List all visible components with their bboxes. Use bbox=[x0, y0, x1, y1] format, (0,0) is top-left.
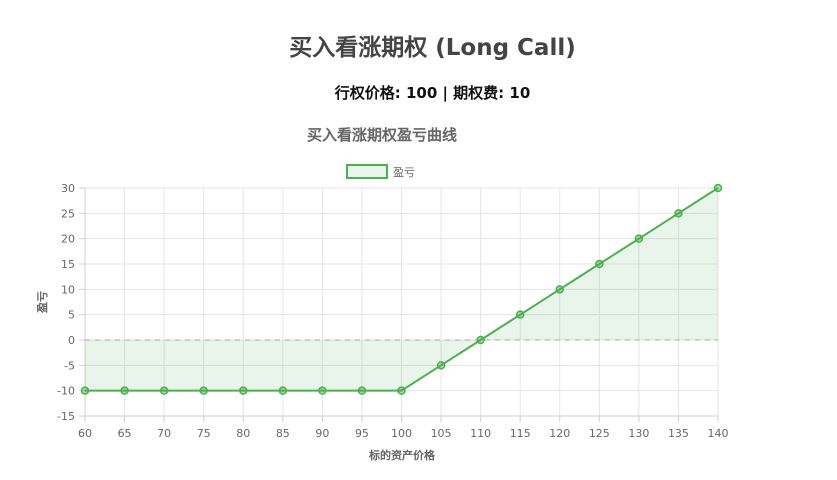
page-title: 买入看涨期权 (Long Call) bbox=[289, 35, 576, 61]
x-tick-label: 115 bbox=[510, 427, 531, 440]
x-tick-label: 110 bbox=[470, 427, 491, 440]
data-point bbox=[159, 386, 169, 395]
x-tick-label: 105 bbox=[431, 427, 452, 440]
chart-title: 买入看涨期权盈亏曲线 bbox=[307, 126, 457, 144]
data-point bbox=[476, 335, 485, 345]
x-tick-label: 140 bbox=[708, 427, 729, 440]
y-tick-label: 30 bbox=[61, 182, 75, 195]
grid bbox=[79, 187, 719, 422]
x-tick-label: 95 bbox=[355, 427, 369, 440]
x-tick-label: 60 bbox=[78, 427, 92, 440]
legend[interactable]: 盈亏 bbox=[346, 164, 415, 179]
data-point bbox=[634, 234, 644, 243]
x-axis-title: 标的资产价格 bbox=[368, 448, 436, 462]
x-tick-label: 70 bbox=[157, 427, 171, 440]
y-tick-label: 0 bbox=[68, 334, 75, 347]
y-tick-label: -5 bbox=[64, 359, 75, 372]
data-point bbox=[436, 361, 446, 370]
y-tick-label: 10 bbox=[61, 283, 75, 296]
data-point bbox=[199, 386, 208, 395]
data-point bbox=[515, 310, 525, 319]
data-point bbox=[595, 259, 604, 269]
y-axis-ticks: -15 -10 -5 0 5 10 15 20 25 30 bbox=[57, 182, 75, 423]
data-point bbox=[555, 285, 564, 294]
y-tick-label: -15 bbox=[57, 410, 75, 423]
y-tick-label: 25 bbox=[61, 207, 75, 220]
y-tick-label: 20 bbox=[61, 233, 75, 246]
data-point bbox=[318, 386, 327, 395]
x-tick-label: 125 bbox=[589, 427, 610, 440]
x-tick-label: 80 bbox=[236, 427, 250, 440]
data-point bbox=[120, 386, 129, 395]
x-tick-label: 85 bbox=[276, 427, 290, 440]
x-tick-label: 120 bbox=[549, 427, 570, 440]
legend-label: 盈亏 bbox=[393, 166, 415, 179]
y-axis-title: 盈亏 bbox=[36, 291, 49, 314]
y-tick-label: 15 bbox=[61, 258, 75, 271]
x-tick-label: 130 bbox=[628, 427, 649, 440]
data-point bbox=[239, 386, 248, 395]
series-area bbox=[85, 188, 718, 391]
series-line bbox=[85, 187, 719, 392]
x-axis-ticks: 60 65 70 75 80 85 90 95 100 105 110 115 120 125 130 135… bbox=[78, 427, 729, 440]
x-tick-label: 75 bbox=[197, 427, 211, 440]
data-point bbox=[278, 386, 288, 395]
legend-swatch bbox=[346, 164, 388, 179]
data-point bbox=[674, 209, 683, 218]
x-tick-label: 135 bbox=[668, 427, 689, 440]
page-subtitle: 行权价格: 100 | 期权费: 10 bbox=[334, 84, 531, 102]
data-point bbox=[713, 183, 723, 193]
y-tick-label: -10 bbox=[57, 385, 75, 398]
data-point bbox=[80, 386, 90, 395]
data-point bbox=[397, 386, 406, 395]
data-point bbox=[357, 386, 367, 395]
x-tick-label: 100 bbox=[391, 427, 412, 440]
x-tick-label: 90 bbox=[315, 427, 329, 440]
series-layer bbox=[80, 183, 723, 395]
x-tick-label: 65 bbox=[118, 427, 132, 440]
y-tick-label: 5 bbox=[68, 309, 75, 322]
